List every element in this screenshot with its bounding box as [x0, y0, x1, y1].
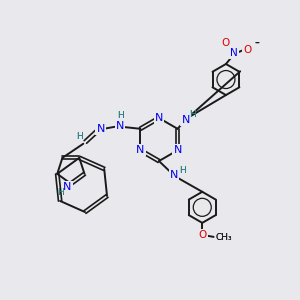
- Text: N: N: [230, 48, 238, 58]
- Text: N: N: [116, 122, 124, 131]
- Text: N: N: [173, 145, 182, 155]
- Text: N: N: [170, 170, 178, 180]
- Text: H: H: [57, 188, 64, 197]
- Text: O: O: [198, 230, 206, 240]
- Text: N: N: [155, 113, 163, 123]
- Text: N: N: [63, 182, 71, 192]
- Text: N: N: [136, 145, 145, 155]
- Text: H: H: [57, 188, 64, 197]
- Text: N: N: [170, 170, 178, 180]
- Text: H: H: [189, 110, 196, 119]
- Text: H: H: [189, 110, 196, 119]
- Text: O: O: [244, 45, 252, 55]
- Text: N: N: [136, 145, 145, 155]
- Text: O: O: [221, 38, 230, 48]
- Text: N: N: [182, 115, 190, 124]
- Text: O: O: [244, 45, 252, 55]
- Text: O: O: [198, 230, 206, 240]
- Text: -: -: [254, 37, 259, 51]
- Text: H: H: [117, 112, 124, 121]
- Text: H: H: [76, 132, 83, 141]
- Text: H: H: [179, 167, 186, 176]
- Text: H: H: [76, 132, 83, 141]
- Text: N: N: [96, 124, 105, 134]
- Text: H: H: [179, 167, 186, 176]
- Text: N: N: [182, 115, 190, 124]
- Text: O: O: [221, 38, 230, 48]
- Text: -: -: [254, 37, 259, 51]
- Text: N: N: [230, 48, 238, 58]
- Text: N: N: [96, 124, 105, 134]
- Text: N: N: [116, 122, 124, 131]
- Text: H: H: [117, 112, 124, 121]
- Text: CH₃: CH₃: [216, 233, 232, 242]
- Text: N: N: [63, 182, 71, 192]
- Text: CH₃: CH₃: [216, 233, 232, 242]
- Text: N: N: [173, 145, 182, 155]
- Text: N: N: [155, 113, 163, 123]
